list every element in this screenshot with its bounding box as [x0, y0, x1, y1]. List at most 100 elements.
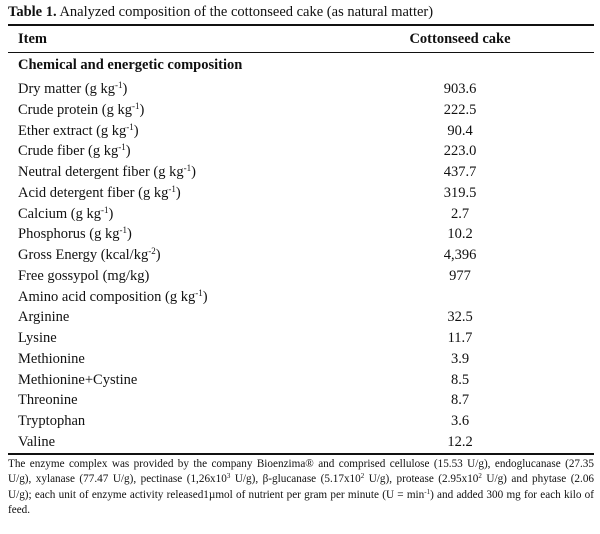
row-value: 223.0 [443, 143, 477, 160]
section-title: Chemical and energetic composition [18, 57, 243, 73]
row-label: Methionine+Cystine [18, 370, 137, 391]
row-label-unit-exponent: -1 [126, 121, 134, 132]
row-value: 11.7 [447, 330, 473, 346]
footnote-sup-2: 2 [360, 472, 365, 481]
table-row: Threonine 8.7 [0, 390, 600, 411]
row-label-tail: ) [139, 101, 145, 118]
footnote-part-2: U/g), β-glucanase (5.17x10 [230, 473, 361, 486]
row-label: Phosphorus (g kg-1) [18, 224, 132, 245]
row-label-tail: ) [133, 122, 139, 139]
row-value: 3.9 [450, 350, 470, 367]
row-label-unit-exponent: -1 [115, 80, 123, 90]
row-label-text: Neutral detergent fiber (g kg [18, 164, 184, 180]
row-label-unit-exponent: -1 [100, 204, 109, 215]
row-label-tail: ) [191, 164, 196, 180]
row-value: 10.2 [447, 226, 473, 243]
footnote-sup-3: 2 [478, 472, 482, 481]
row-value: 222.5 [443, 101, 477, 118]
row-label-tail: ) [155, 247, 161, 263]
table-footnote: The enzyme complex was provided by the c… [8, 457, 594, 518]
table-row: Acid detergent fiber (g kg-1) 319.5 [0, 183, 600, 204]
row-label-unit-exponent: -1 [118, 142, 126, 153]
row-label: Tryptophan [18, 411, 85, 432]
footnote-part-5: ) and added 300 mg for each kilo of feed… [8, 488, 594, 516]
header-rule [8, 52, 594, 53]
row-label: Lysine [18, 328, 57, 349]
footnote-sup-4: -1 [424, 487, 431, 496]
row-value: 977 [449, 267, 471, 284]
row-label-text: Phosphorus (g kg [18, 226, 120, 243]
row-label: Valine [18, 432, 55, 453]
row-label-text: Free gossypol (mg/kg) [18, 267, 150, 284]
table-row: Amino acid composition (g kg-1) [0, 287, 600, 308]
row-label-unit-exponent: -1 [183, 163, 192, 173]
row-label-unit-exponent: -1 [195, 287, 203, 298]
table-row: Crude fiber (g kg-1) 223.0 [0, 141, 600, 162]
row-label-text: Methionine [18, 350, 85, 367]
row-value: 319.5 [443, 184, 477, 201]
row-label: Dry matter (g kg-1) [18, 79, 127, 100]
row-label-text: Methionine+Cystine [18, 371, 138, 388]
row-label-tail: ) [125, 143, 131, 160]
row-label-tail: ) [175, 184, 181, 201]
row-label: Arginine [18, 307, 69, 328]
table-row: Tryptophan 3.6 [0, 411, 600, 432]
row-label: Ether extract (g kg-1) [18, 121, 139, 142]
row-label: Threonine [18, 390, 78, 411]
row-label-text: Amino acid composition (g kg [18, 288, 196, 305]
table-caption-text: Analyzed composition of the cottonseed c… [56, 4, 434, 20]
bottom-rule [8, 453, 594, 455]
row-label-text: Valine [18, 433, 56, 450]
table-row: Neutral detergent fiber (g kg-1) 437.7 [0, 162, 600, 183]
row-label: Crude protein (g kg-1) [18, 100, 144, 121]
row-label-tail: ) [108, 205, 114, 222]
row-label-unit-exponent: -2 [148, 246, 156, 256]
table-row: Free gossypol (mg/kg) 977 [0, 266, 600, 287]
table-row: Arginine 32.5 [0, 307, 600, 328]
table-row: Gross Energy (kcal/kg-2) 4,396 [0, 245, 600, 266]
table-body: Dry matter (g kg-1) 903.6 Crude protein (g… [0, 79, 600, 453]
table-caption-label: Table 1. [8, 4, 57, 20]
table-row: Phosphorus (g kg-1) 10.2 [0, 224, 600, 245]
table-row: Methionine 3.9 [0, 349, 600, 370]
row-label-text: Threonine [18, 392, 78, 409]
table-row: Lysine 11.7 [0, 328, 600, 349]
row-label-text: Tryptophan [18, 413, 86, 429]
row-label-unit-exponent: -1 [168, 183, 176, 194]
row-label: Free gossypol (mg/kg) [18, 266, 149, 287]
header-cottonseed-cake: Cottonseed cake [409, 31, 511, 47]
row-label: Crude fiber (g kg-1) [18, 141, 131, 162]
footnote-part-4: U/g) and phytase (2.06 U/g); each unit o… [8, 473, 595, 501]
row-value: 12.2 [447, 433, 473, 450]
row-value: 8.5 [450, 371, 470, 388]
row-value: 437.7 [443, 164, 477, 180]
header-item: Item [18, 31, 47, 47]
row-label: Gross Energy (kcal/kg-2) [18, 245, 161, 266]
footnote-sup-1: 3 [226, 472, 231, 481]
row-label: Acid detergent fiber (g kg-1) [18, 183, 181, 204]
row-value: 8.7 [450, 392, 470, 409]
row-label-text: Ether extract (g kg [18, 122, 127, 139]
row-label-tail: ) [127, 226, 132, 243]
row-label-tail: ) [202, 288, 208, 305]
table-row: Crude protein (g kg-1) 222.5 [0, 100, 600, 121]
row-value: 90.4 [447, 122, 473, 139]
row-label-text: Acid detergent fiber (g kg [18, 184, 169, 201]
row-value: 2.7 [450, 205, 470, 222]
row-label-unit-exponent: -1 [119, 225, 128, 236]
row-label: Methionine [18, 349, 85, 370]
row-label-text: Crude fiber (g kg [18, 143, 119, 160]
row-label-text: Dry matter (g kg [18, 81, 116, 97]
row-label-text: Lysine [18, 330, 57, 346]
row-label-text: Gross Energy (kcal/kg [18, 247, 149, 263]
table-row: Methionine+Cystine 8.5 [0, 370, 600, 391]
row-label: Amino acid composition (g kg-1) [18, 287, 208, 308]
row-label: Calcium (g kg-1) [18, 204, 113, 225]
row-value: 3.6 [450, 413, 470, 429]
top-rule [8, 24, 594, 26]
row-value: 4,396 [443, 247, 477, 263]
row-label-text: Arginine [18, 309, 70, 326]
row-label-unit-exponent: -1 [131, 100, 140, 111]
footnote-part-1: The enzyme complex was provided by the c… [8, 458, 594, 486]
